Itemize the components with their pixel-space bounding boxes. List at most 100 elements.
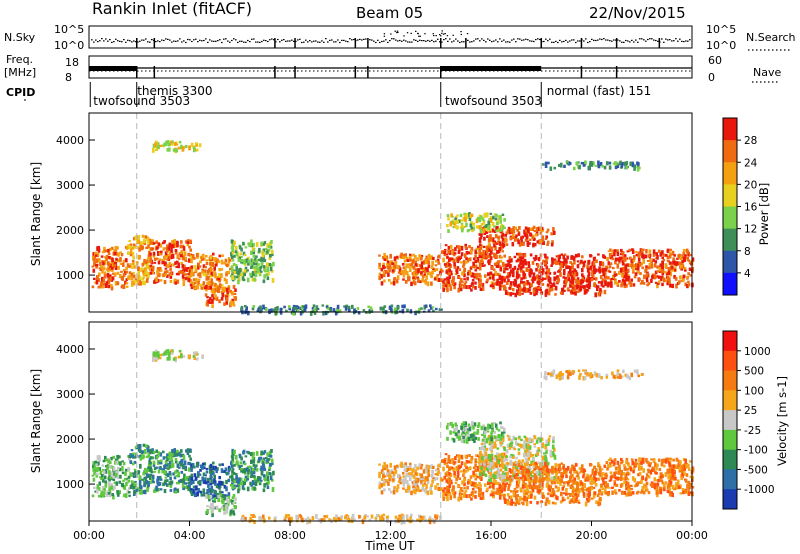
range-cell xyxy=(391,269,395,272)
range-cell xyxy=(478,458,481,463)
range-cell xyxy=(395,256,399,259)
range-cell xyxy=(533,292,536,297)
range-cell xyxy=(589,160,592,165)
noise-point xyxy=(389,40,391,42)
range-cell xyxy=(201,270,205,274)
range-cell xyxy=(238,486,241,491)
range-cell xyxy=(107,252,111,256)
range-cell xyxy=(529,291,533,295)
range-cell xyxy=(544,455,547,460)
range-cell xyxy=(113,272,117,277)
noise-point xyxy=(283,39,285,41)
range-cell xyxy=(682,274,686,278)
range-cell xyxy=(121,284,124,288)
range-cell xyxy=(510,281,513,284)
range-cell xyxy=(238,277,241,282)
range-cell xyxy=(492,274,495,280)
range-cell xyxy=(295,305,298,308)
range-cell xyxy=(244,475,248,480)
range-cell xyxy=(528,284,532,289)
range-cell xyxy=(580,279,583,282)
range-cell xyxy=(609,278,613,283)
range-cell xyxy=(402,266,406,270)
range-cell xyxy=(574,253,578,258)
range-cell xyxy=(515,276,519,280)
range-cell xyxy=(459,493,463,497)
range-cell xyxy=(553,260,557,265)
range-cell xyxy=(201,254,205,259)
noise-point xyxy=(287,40,289,42)
range-cell xyxy=(487,220,490,226)
range-cell xyxy=(243,469,247,474)
range-cell xyxy=(431,469,434,475)
range-cell xyxy=(96,275,99,281)
range-cell xyxy=(145,246,148,250)
range-cell xyxy=(447,280,450,285)
range-cell xyxy=(639,272,642,275)
range-cell xyxy=(108,263,111,267)
range-cell xyxy=(416,466,419,471)
range-cell xyxy=(431,260,434,266)
range-cell xyxy=(143,258,146,264)
noise-point xyxy=(185,41,187,44)
range-cell xyxy=(444,472,448,476)
range-cell xyxy=(149,480,153,484)
range-cell xyxy=(689,274,692,277)
range-cell xyxy=(184,465,187,470)
range-cell xyxy=(91,494,95,498)
range-cell xyxy=(492,242,496,245)
range-cell xyxy=(528,242,531,245)
noise-point xyxy=(681,40,683,42)
range-cell xyxy=(513,447,517,451)
range-cell xyxy=(509,442,512,447)
noise-point xyxy=(491,41,493,43)
range-cell xyxy=(132,274,136,279)
range-cell xyxy=(145,470,148,474)
range-cell xyxy=(174,261,177,265)
range-cell xyxy=(479,246,483,251)
noise-point xyxy=(633,41,635,43)
range-cell xyxy=(620,256,623,261)
range-cell xyxy=(521,292,524,295)
range-cell xyxy=(419,464,423,470)
range-cell xyxy=(605,161,609,166)
range-cell xyxy=(131,454,135,458)
range-cell xyxy=(232,512,236,516)
noise-point xyxy=(521,39,523,41)
range-cell xyxy=(496,250,499,254)
range-cell xyxy=(255,265,259,270)
range-cell xyxy=(255,468,259,472)
range-cell xyxy=(569,272,572,277)
range-cell xyxy=(480,255,483,259)
range-cell xyxy=(272,308,276,313)
range-cell xyxy=(197,488,200,492)
range-cell xyxy=(602,285,605,288)
range-cell xyxy=(607,276,610,280)
range-cell xyxy=(413,272,416,277)
range-cell xyxy=(539,280,542,284)
noise-point xyxy=(279,41,281,43)
range-cell xyxy=(634,264,638,268)
range-cell xyxy=(452,251,455,256)
range-cell xyxy=(174,281,178,285)
range-cell xyxy=(255,255,258,258)
range-cell xyxy=(477,245,480,249)
range-cell xyxy=(218,463,222,467)
range-cell xyxy=(149,264,153,268)
noise-point xyxy=(113,41,115,43)
range-cell xyxy=(541,455,545,461)
range-cell xyxy=(469,475,473,479)
range-cell xyxy=(130,473,134,478)
range-cell xyxy=(157,272,160,278)
noise-point xyxy=(425,40,427,42)
range-cell xyxy=(176,469,179,473)
range-cell xyxy=(155,358,158,361)
range-cell xyxy=(126,244,130,247)
range-cell xyxy=(104,283,108,288)
noise-point xyxy=(93,41,95,43)
noise-point xyxy=(427,39,429,42)
range-cell xyxy=(203,466,206,470)
range-cell xyxy=(197,278,201,281)
range-cell xyxy=(265,482,268,486)
range-cell xyxy=(483,212,486,218)
